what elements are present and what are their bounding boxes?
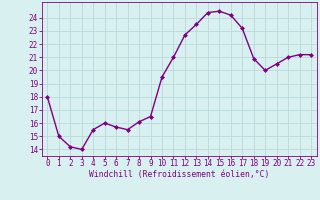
X-axis label: Windchill (Refroidissement éolien,°C): Windchill (Refroidissement éolien,°C) [89,170,269,179]
